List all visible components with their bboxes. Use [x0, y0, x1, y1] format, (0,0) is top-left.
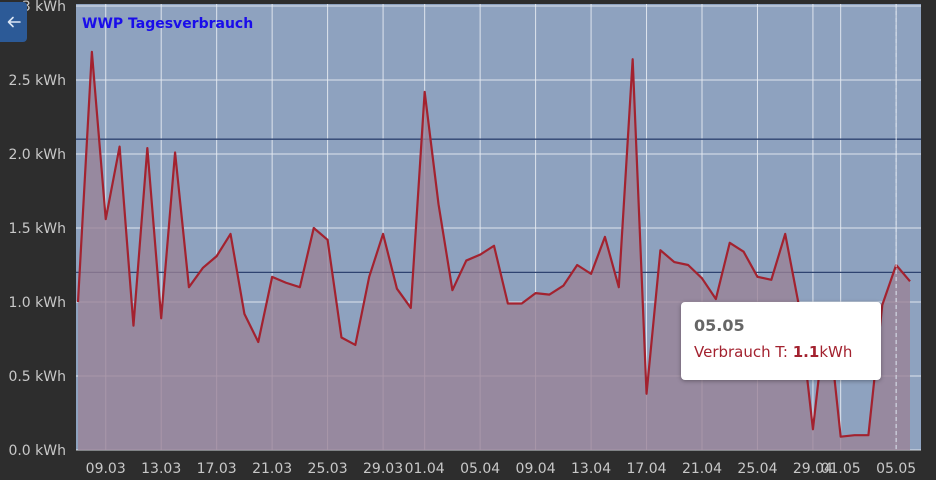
arrow-left-icon	[7, 16, 21, 28]
y-tick-label: 0.0 kWh	[8, 443, 66, 459]
y-tick-label: 1.5 kWh	[8, 221, 66, 237]
x-tick-label: 09.03	[86, 461, 126, 477]
x-tick-label: 01.05	[821, 461, 861, 477]
tooltip-unit: kWh	[819, 343, 853, 361]
tooltip-value: 1.1	[792, 343, 820, 361]
x-tick-label: 09.04	[516, 461, 556, 477]
x-tick-label: 13.04	[571, 461, 611, 477]
y-tick-label: 1.0 kWh	[8, 295, 66, 311]
x-tick-label: 29.03	[363, 461, 403, 477]
y-tick-label: 3 kWh	[22, 0, 66, 15]
tooltip: 05.05 Verbrauch T: 1.1kWh	[681, 302, 881, 380]
x-tick-label: 25.04	[737, 461, 777, 477]
tooltip-date: 05.05	[694, 316, 745, 335]
x-tick-label: 13.03	[141, 461, 181, 477]
x-tick-label: 21.03	[252, 461, 292, 477]
y-tick-label: 2.5 kWh	[8, 73, 66, 89]
x-tick-label: 01.04	[405, 461, 445, 477]
x-tick-label: 05.04	[460, 461, 500, 477]
axes: 0.0 kWh 0.5 kWh 1.0 kWh 1.5 kWh 2.0 kWh 2.5 k…	[8, 0, 916, 477]
x-tick-label: 05.05	[876, 461, 916, 477]
x-tick-label: 17.04	[626, 461, 666, 477]
x-tick-label: 17.03	[197, 461, 237, 477]
y-tick-label: 0.5 kWh	[8, 369, 66, 385]
chart-title: WWP Tagesverbrauch	[82, 16, 254, 32]
y-tick-label: 2.0 kWh	[8, 147, 66, 163]
series-line	[76, 50, 911, 438]
x-tick-label: 29.04	[793, 461, 833, 477]
back-button[interactable]	[0, 2, 27, 42]
tooltip-series-label: Verbrauch T:	[694, 343, 793, 361]
x-tick-label: 25.03	[308, 461, 348, 477]
x-tick-label: 21.04	[682, 461, 722, 477]
tooltip-line: Verbrauch T: 1.1kWh	[694, 343, 881, 361]
